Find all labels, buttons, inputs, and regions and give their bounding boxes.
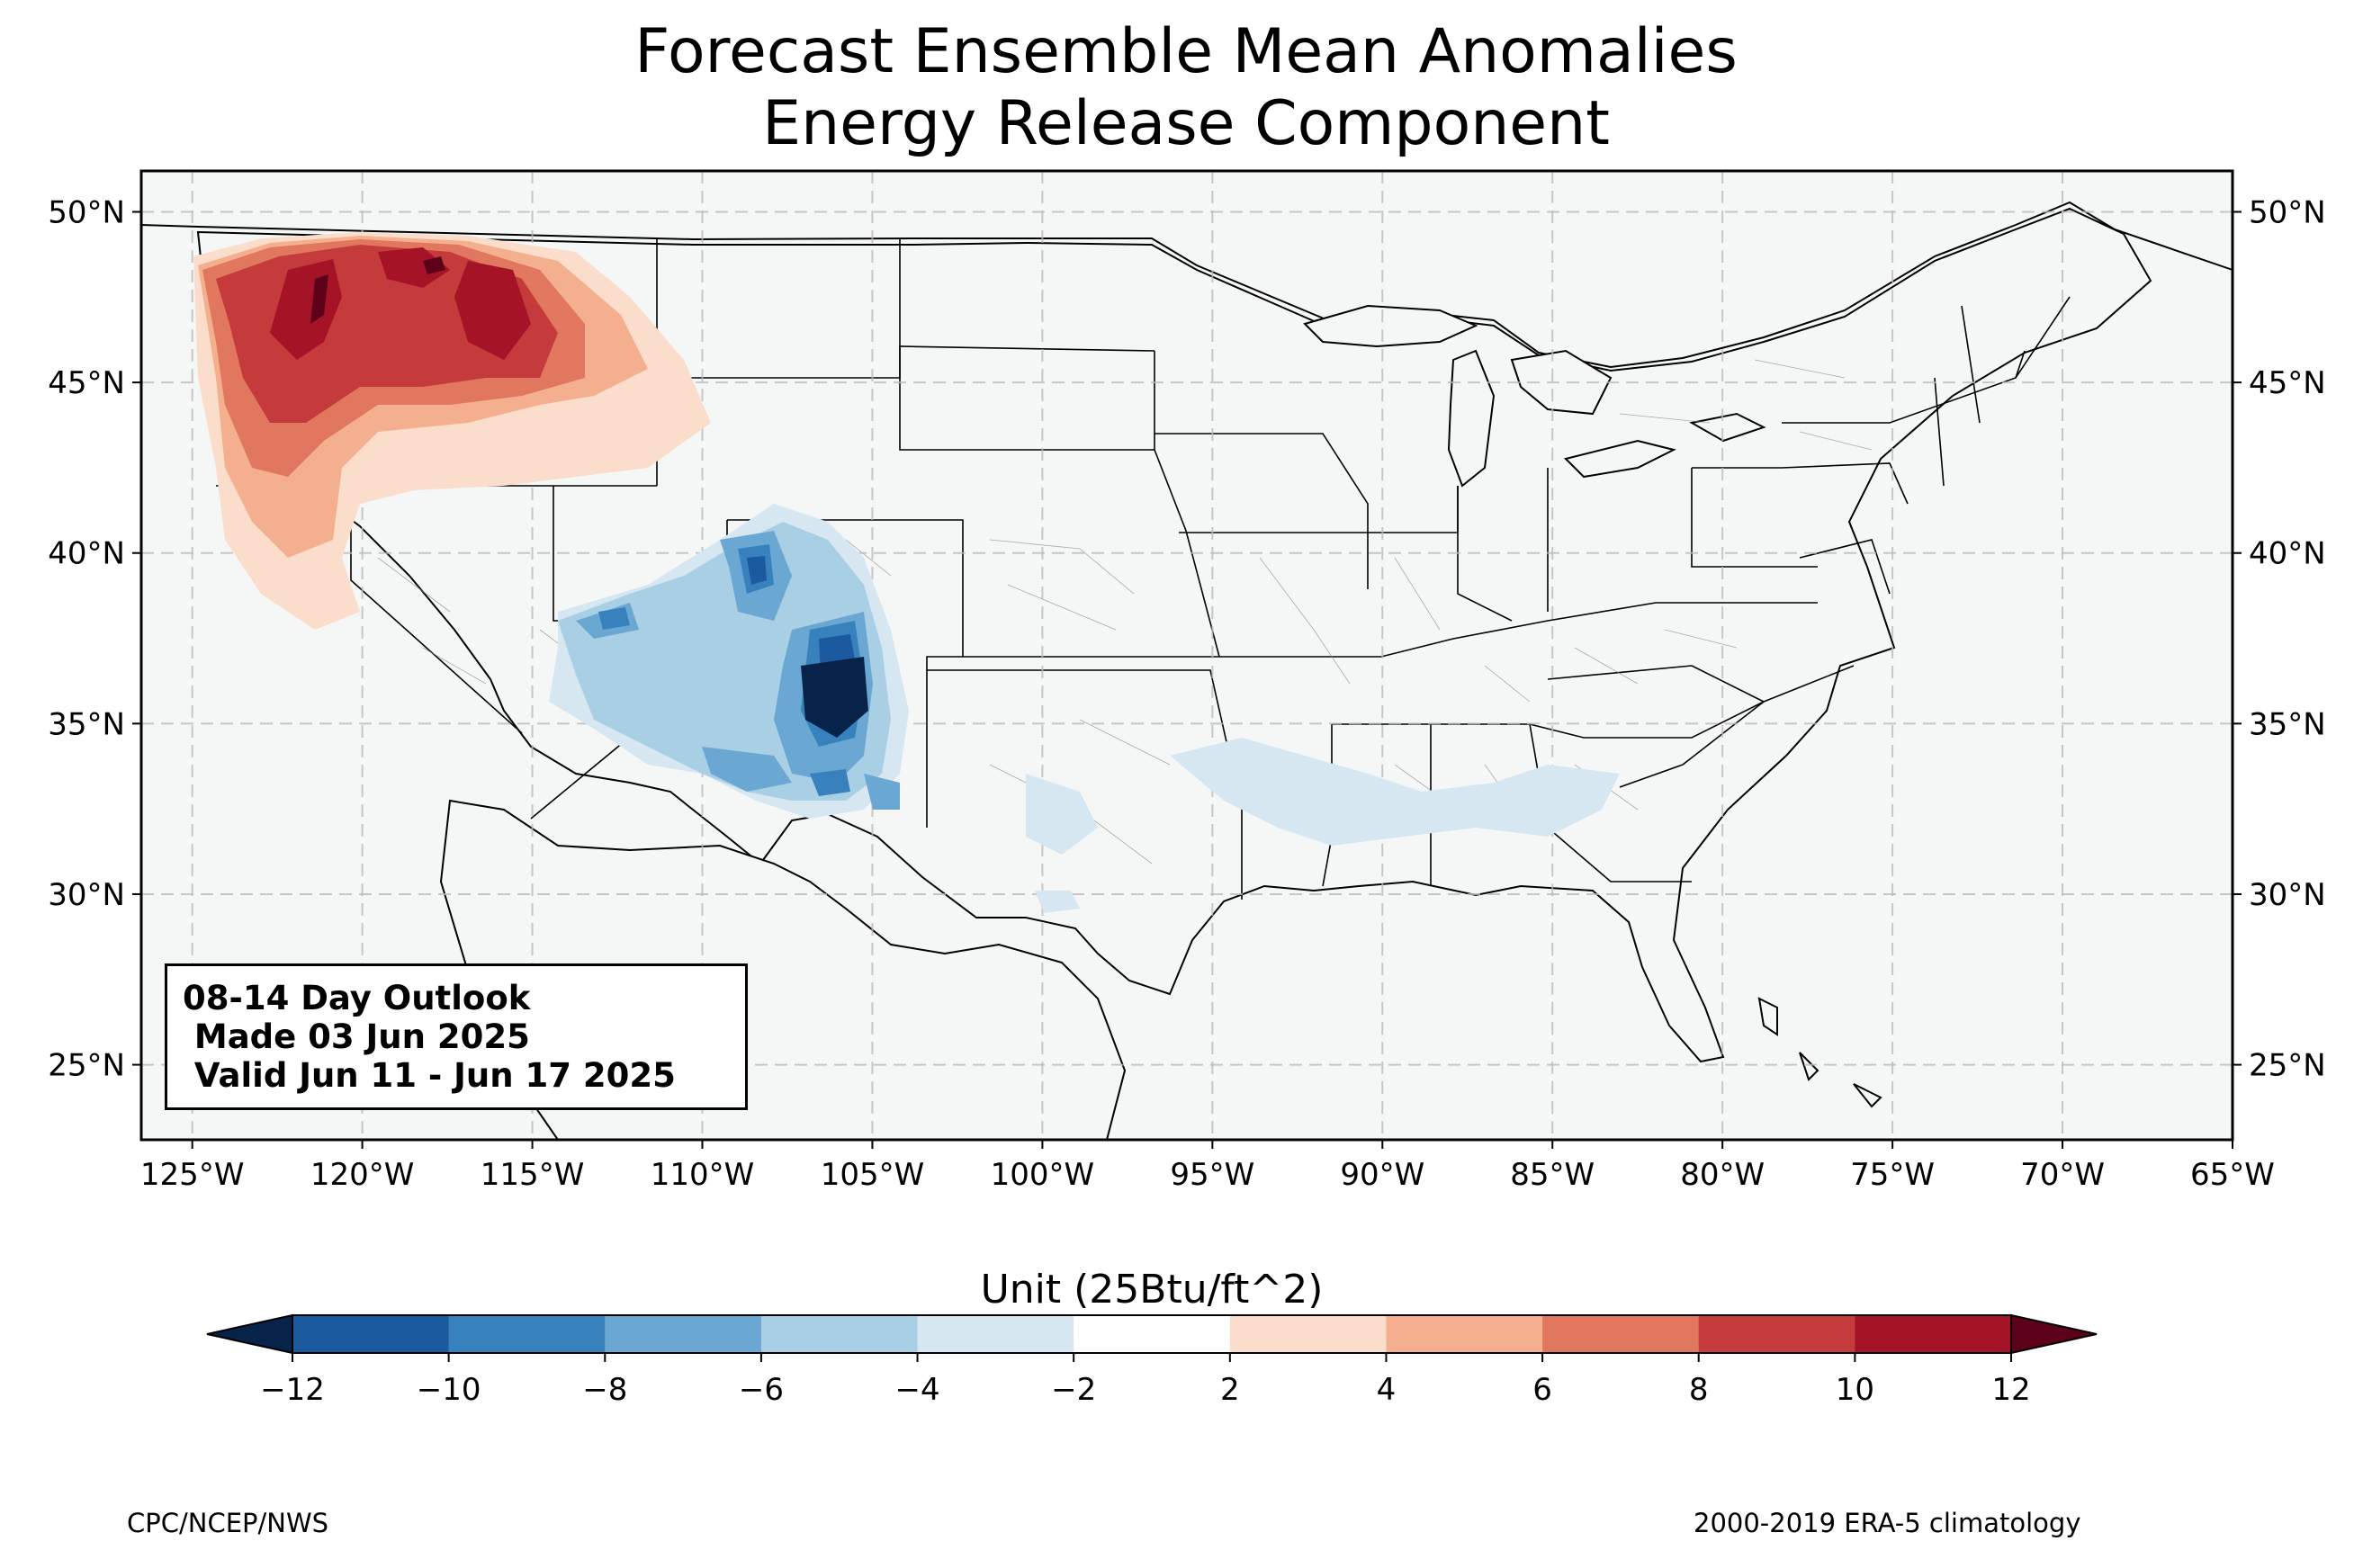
colorbar-tick-label: −2	[1051, 1372, 1096, 1408]
colorbar-tick-label: −10	[417, 1372, 481, 1408]
colorbar-tick-label: −8	[582, 1372, 627, 1408]
colorbar-segment	[760, 1315, 919, 1353]
anomaly-fill-lt-neg-12	[801, 657, 868, 738]
map-title-line-1: Forecast Ensemble Mean Anomalies	[634, 16, 1738, 87]
lat-tick-label-right: 45°N	[2249, 365, 2326, 401]
colorbar-tick-label: 10	[1836, 1372, 1874, 1408]
colorbar-extend-low	[206, 1313, 293, 1355]
colorbar-segment	[1698, 1315, 1855, 1353]
lat-tick-label-left: 35°N	[48, 706, 125, 742]
map-title-line-2: Energy Release Component	[762, 88, 1610, 159]
colorbar-segment	[1074, 1315, 1231, 1353]
great-lakes	[1303, 304, 1766, 488]
colorbar-segment	[1229, 1315, 1387, 1353]
outlook-valid-dates: Valid Jun 11 - Jun 17 2025	[183, 1056, 676, 1095]
lon-tick-label: 85°W	[1510, 1157, 1595, 1193]
colorbar-segment	[1542, 1315, 1700, 1353]
latitude-axis-right: 50°N 45°N 40°N 35°N 30°N 25°N	[2233, 195, 2326, 1084]
colorbar-title: Unit (25Btu/ft^2)	[981, 1267, 1324, 1313]
lat-tick-label-right: 40°N	[2249, 536, 2326, 572]
colorbar-tick-label: −6	[739, 1372, 784, 1408]
lon-tick-label: 65°W	[2190, 1157, 2275, 1193]
lat-tick-label-right: 30°N	[2249, 877, 2326, 913]
colorbar-extend-high	[2010, 1313, 2098, 1355]
lat-tick-label-left: 50°N	[48, 195, 125, 231]
lat-tick-label-right: 25°N	[2249, 1048, 2326, 1084]
lon-tick-label: 125°W	[140, 1157, 245, 1193]
colorbar-segment	[605, 1315, 762, 1353]
lon-tick-label: 80°W	[1680, 1157, 1765, 1193]
source-credit: CPC/NCEP/NWS	[127, 1508, 329, 1538]
colorbar-segment	[917, 1315, 1074, 1353]
lon-tick-label: 70°W	[2020, 1157, 2105, 1193]
outlook-info-box: 08-14 Day Outlook Made 03 Jun 2025 Valid…	[165, 963, 748, 1110]
outlook-title: 08-14 Day Outlook	[183, 979, 531, 1017]
lat-tick-label-right: 50°N	[2249, 195, 2326, 231]
lon-tick-label: 95°W	[1170, 1157, 1254, 1193]
latitude-axis-left: 50°N 45°N 40°N 35°N 30°N 25°N	[48, 195, 141, 1084]
colorbar-tick-label: −12	[260, 1372, 325, 1408]
colorbar-segment	[292, 1315, 450, 1353]
outlook-made-date: Made 03 Jun 2025	[183, 1017, 530, 1056]
anomaly-fill-10-12	[270, 247, 531, 360]
lat-tick-label-left: 25°N	[48, 1048, 125, 1084]
colorbar-tick-label: −4	[894, 1372, 939, 1408]
lat-tick-label-left: 45°N	[48, 365, 125, 401]
lon-tick-label: 120°W	[310, 1157, 415, 1193]
lat-tick-label-right: 35°N	[2249, 706, 2326, 742]
lon-tick-label: 90°W	[1340, 1157, 1424, 1193]
colorbar-tick-label: 2	[1220, 1372, 1240, 1408]
lon-tick-label: 100°W	[991, 1157, 1095, 1193]
positive-anomaly-northwest	[193, 232, 711, 630]
colorbar-segment	[1855, 1315, 2012, 1353]
colorbar-tick-label: 12	[1991, 1372, 2030, 1408]
anomaly-layer	[193, 232, 1620, 913]
lon-tick-label: 115°W	[481, 1157, 585, 1193]
colorbar-frame	[292, 1314, 2012, 1354]
colorbar-segment	[448, 1315, 606, 1353]
longitude-axis: 125°W 120°W 115°W 110°W 105°W 100°W 95°W 90°W 85…	[140, 1140, 2275, 1193]
colorbar: −12 −10 −8 −6 −4 −2 2 4 6 8 10 12	[206, 1313, 2098, 1408]
lon-tick-label: 75°W	[1850, 1157, 1935, 1193]
colorbar-tick-label: 6	[1532, 1372, 1552, 1408]
colorbar-tick-label: 4	[1377, 1372, 1397, 1408]
lat-tick-label-left: 40°N	[48, 536, 125, 572]
lon-tick-label: 110°W	[651, 1157, 755, 1193]
anomaly-fill-gt-12	[310, 256, 445, 324]
colorbar-segment	[1386, 1315, 1543, 1353]
bahamas-islands	[1757, 997, 1882, 1108]
lat-tick-label-left: 30°N	[48, 877, 125, 913]
lon-tick-label: 105°W	[821, 1157, 925, 1193]
colorbar-tick-label: 8	[1689, 1372, 1709, 1408]
climatology-note: 2000-2019 ERA-5 climatology	[1694, 1508, 2081, 1538]
map-frame	[139, 169, 2234, 1142]
negative-anomaly-southwest	[549, 504, 1620, 913]
